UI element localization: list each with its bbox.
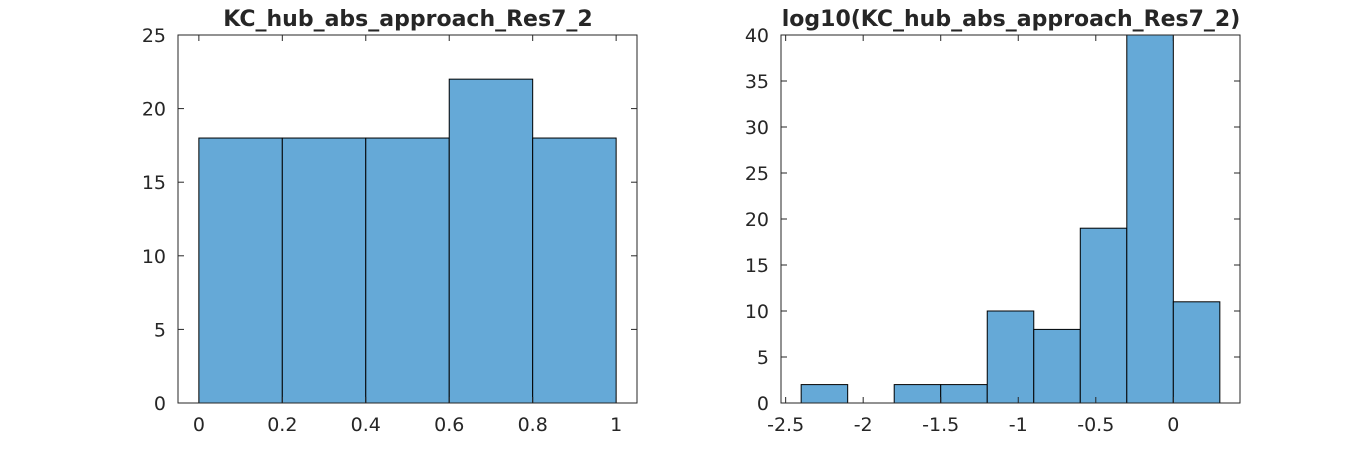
histogram-bar-left-0 — [198, 137, 283, 404]
y-tick-label-right-2: 10 — [745, 301, 769, 323]
histogram-bar-left-2 — [365, 137, 450, 404]
axes-box-left — [177, 34, 638, 404]
chart-title-right: log10(KC_hub_abs_approach_Res7_2) — [782, 7, 1241, 32]
y-tick-label-left-3: 15 — [142, 172, 166, 194]
histogram-bar-left-3 — [448, 78, 534, 404]
y-tick-label-right-1: 5 — [757, 347, 769, 369]
y-tick-label-right-3: 15 — [745, 255, 769, 277]
y-tick-label-left-1: 5 — [154, 319, 166, 341]
chart-title-left: KC_hub_abs_approach_Res7_2 — [223, 7, 592, 32]
histogram-bar-right-4 — [986, 310, 1035, 404]
y-tick-label-right-0: 0 — [757, 393, 769, 415]
histogram-bar-right-8 — [1172, 301, 1221, 404]
x-tick-label-left-5: 1 — [610, 414, 622, 436]
y-tick-label-right-5: 25 — [745, 163, 769, 185]
x-tick-label-left-2: 0.4 — [351, 414, 381, 436]
x-tick-label-right-4: -0.5 — [1077, 414, 1114, 436]
y-tick-label-right-6: 30 — [745, 117, 769, 139]
histogram-left: KC_hub_abs_approach_Res7_2 0 0.2 0.4 0.6 0.8… — [142, 7, 638, 436]
x-tick-label-right-2: -1.5 — [922, 414, 959, 436]
x-tick-label-right-0: -2.5 — [767, 414, 804, 436]
histogram-bar-right-5 — [1033, 328, 1081, 404]
histogram-right: log10(KC_hub_abs_approach_Res7_2) -2.5 -2… — [745, 7, 1241, 436]
x-tick-label-left-1: 0.2 — [267, 414, 297, 436]
y-tick-label-left-0: 0 — [154, 393, 166, 415]
y-tick-label-left-2: 10 — [142, 246, 166, 268]
y-tick-label-left-4: 20 — [142, 99, 166, 121]
x-tick-label-left-3: 0.6 — [434, 414, 464, 436]
x-tick-label-right-5: 0 — [1167, 414, 1179, 436]
histogram-bar-right-6 — [1079, 227, 1128, 404]
histogram-bar-right-7 — [1126, 34, 1174, 404]
histogram-bar-right-3 — [940, 384, 988, 404]
x-tick-label-right-3: -1 — [1009, 414, 1028, 436]
y-tick-label-right-7: 35 — [745, 71, 769, 93]
y-tick-label-left-5: 25 — [142, 25, 166, 47]
x-tick-label-left-4: 0.8 — [518, 414, 548, 436]
histogram-bar-right-2 — [893, 384, 942, 404]
y-tick-label-right-4: 20 — [745, 209, 769, 231]
histogram-bar-left-4 — [532, 137, 617, 404]
x-tick-label-right-1: -2 — [854, 414, 873, 436]
histogram-bar-right-0 — [800, 384, 849, 404]
histogram-bar-left-1 — [281, 137, 367, 404]
x-tick-label-left-0: 0 — [193, 414, 205, 436]
y-tick-label-right-8: 40 — [745, 25, 769, 47]
